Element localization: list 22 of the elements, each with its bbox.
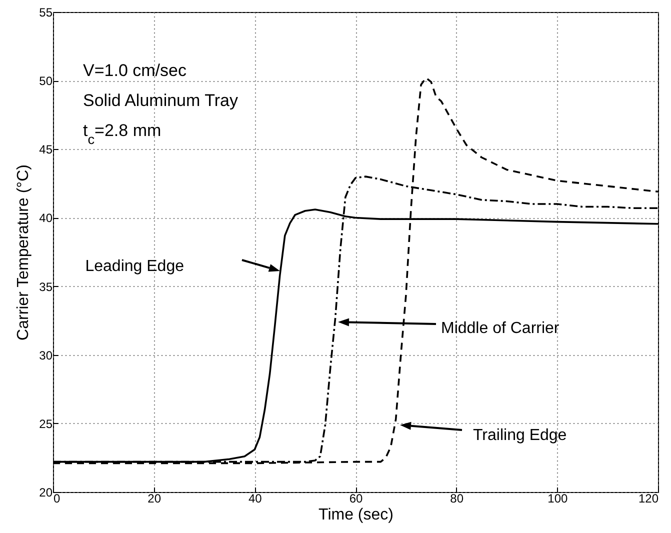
- y-axis-title: Carrier Temperature (°C): [15, 164, 32, 340]
- x-tick-label: 120: [638, 492, 659, 506]
- annotation: Middle of Carrier: [441, 320, 560, 337]
- y-tick-label: 30: [39, 348, 53, 362]
- x-tick-label: 40: [248, 492, 262, 506]
- annotation: Leading Edge: [85, 258, 184, 275]
- y-tick-label: 25: [39, 416, 53, 431]
- y-tick-label: 55: [39, 6, 53, 20]
- annotation: t$_{c}$=2.8 mm: [83, 121, 162, 146]
- x-tick-label: 20: [148, 492, 162, 506]
- annotation: Solid Aluminum Tray: [83, 91, 238, 110]
- x-tick-label: 0: [54, 492, 60, 506]
- x-tick-label: 80: [450, 492, 464, 506]
- x-tick-label: 60: [349, 492, 363, 506]
- x-tick-label: 100: [548, 492, 568, 506]
- y-tick-label: 45: [39, 142, 53, 157]
- y-tick-label: 35: [39, 280, 53, 294]
- y-tick-label: 50: [39, 74, 53, 88]
- annotation: V=1.0 cm/sec: [83, 61, 187, 80]
- x-axis-title: Time (sec): [318, 506, 394, 524]
- annotation: Trailing Edge: [473, 427, 567, 444]
- y-tick-label: 40: [39, 211, 53, 226]
